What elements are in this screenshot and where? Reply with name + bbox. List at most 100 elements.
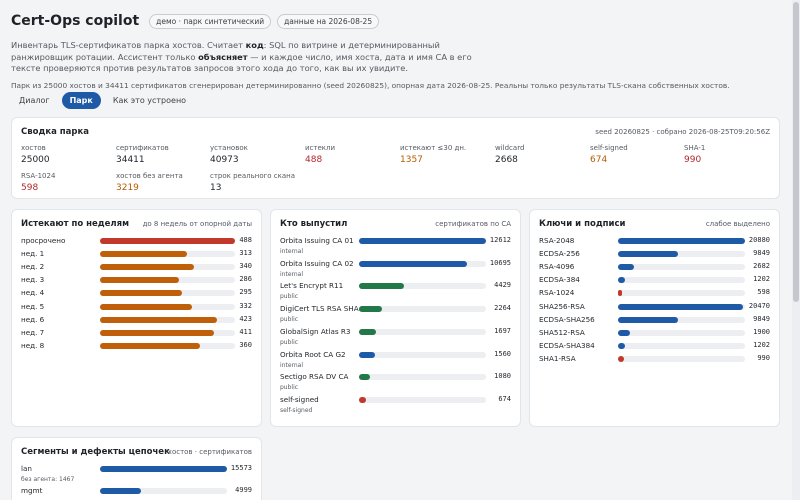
expiry-row-label: нед. 8	[21, 340, 45, 350]
keys-row-value: 2682	[753, 262, 770, 271]
issuers-row-label: Orbita Issuing CA 02	[280, 258, 354, 268]
summary-stat-label: SHA-1	[684, 144, 706, 152]
issuers-row-value: 1080	[494, 372, 511, 381]
keys-row-label: ECDSA-SHA384	[539, 340, 595, 350]
segments-card: Сегменты и дефекты цепочек хостов · серт…	[11, 437, 262, 500]
keys-bar	[618, 238, 745, 244]
keys-bar	[618, 316, 678, 323]
expiry-row: нед. 6 423	[21, 315, 252, 328]
expiry-row: нед. 4 295	[21, 288, 252, 301]
issuers-row-sublabel: public	[280, 384, 299, 392]
summary-stat: строк реального скана 13	[210, 172, 295, 193]
expiry-bar-track	[100, 238, 235, 244]
keys-row-label: SHA512-RSA	[539, 327, 585, 337]
tab-how-it-works[interactable]: Как это устроено	[112, 96, 187, 105]
issuers-row-label: self-signed	[280, 394, 319, 404]
segments-title: Сегменты и дефекты цепочек	[21, 447, 170, 457]
issuers-bar-track	[359, 306, 486, 313]
issuers-row-sublabel: internal	[280, 248, 304, 255]
segments-bar-track	[100, 466, 227, 472]
intro-explains: объясняет	[198, 51, 248, 62]
expiry-row-label: нед. 5	[21, 301, 45, 311]
keys-row: SHA1-RSA 990	[539, 354, 770, 367]
keys-bar	[618, 264, 635, 271]
keys-row-value: 1202	[753, 340, 770, 349]
expiry-bar	[100, 251, 187, 258]
issuers-row-sublabel: self-signed	[280, 406, 313, 414]
summary-stat: хостов 25000	[21, 144, 50, 165]
issuers-row: Sectigo RSA DV CA public 1080	[280, 372, 511, 391]
issuers-bar-track	[359, 396, 486, 403]
title-row: Cert-Ops copilot демо · парк синтетическ…	[11, 10, 786, 32]
tab-fleet[interactable]: Парк	[61, 92, 101, 109]
expiry-row-value: 313	[239, 249, 252, 258]
segments-row-sublabel: без агента: 1467	[21, 476, 75, 483]
page-scrollbar[interactable]	[792, 0, 800, 500]
summary-stat-label: RSA-1024	[21, 172, 56, 180]
keys-row: RSA-1024 598	[539, 288, 770, 301]
issuers-bar	[359, 396, 366, 403]
expiry-bar-track	[100, 264, 235, 271]
issuers-bar-track	[359, 328, 486, 335]
issuers-row-value: 1697	[494, 326, 511, 335]
summary-stat-label: self-signed	[590, 144, 628, 152]
segments-row-label: mgmt	[21, 486, 43, 495]
expiry-row: нед. 5 332	[21, 302, 252, 315]
issuers-row-value: 10695	[489, 258, 511, 267]
expiry-weeks-card: Истекают по неделям до 8 недель от опорн…	[11, 209, 262, 427]
issuers-row-sublabel: public	[280, 316, 299, 324]
intro-part-3: — и каждое число, имя хоста, дата и имя …	[11, 51, 472, 74]
expiry-row-label: нед. 7	[21, 327, 45, 337]
segments-row-value: 15573	[230, 464, 252, 472]
expiry-row: нед. 7 411	[21, 328, 252, 341]
issuers-row: Orbita Issuing CA 01 internal 12612	[280, 236, 511, 255]
summary-stat: истекают ≤30 дн. 1357	[400, 144, 466, 165]
summary-stat: self-signed 674	[590, 144, 628, 165]
keys-bar	[618, 277, 626, 284]
summary-stat-value: 1357	[400, 155, 423, 165]
summary-stat-label: сертификатов	[116, 144, 169, 152]
tab-dialog[interactable]: Диалог	[19, 96, 50, 105]
keys-subtitle: слабое выделено	[705, 220, 770, 228]
keys-bar-track	[618, 238, 745, 244]
expiry-bar-track	[100, 303, 235, 310]
keys-row-label: ECDSA-SHA256	[539, 314, 595, 324]
keys-bar-track	[618, 290, 745, 297]
expiry-row-value: 411	[239, 327, 252, 336]
issuers-row-label: Let's Encrypt R11	[280, 281, 344, 291]
keys-row-value: 1202	[753, 275, 770, 284]
expiry-row-value: 295	[239, 288, 252, 297]
summary-meta: seed 20260825 · собрано 2026-08-25T09:20…	[595, 128, 770, 136]
issuers-row-sublabel: internal	[280, 361, 304, 369]
summary-stat-label: строк реального скана	[210, 172, 296, 180]
summary-stat: хостов без агента 3219	[116, 172, 183, 193]
expiry-bar-track	[100, 342, 235, 349]
summary-stat: SHA-1 990	[684, 144, 705, 165]
page-header: Cert-Ops copilot демо · парк синтетическ…	[11, 10, 786, 90]
keys-row-value: 9849	[753, 249, 770, 258]
summary-title: Сводка парка	[21, 127, 89, 137]
expiry-bar	[100, 342, 200, 349]
issuers-row-sublabel: internal	[280, 270, 304, 278]
expiry-row-label: просрочено	[21, 236, 66, 245]
keys-row: ECDSA-SHA384 1202	[539, 341, 770, 354]
issuers-row-label: Orbita Issuing CA 01	[280, 236, 354, 245]
demo-badge: демо · парк синтетический	[149, 13, 272, 29]
issuers-row-value: 12612	[489, 236, 511, 244]
expiry-title: Истекают по неделям	[21, 219, 130, 229]
segments-bar	[100, 488, 141, 494]
segments-subtitle: хостов · сертификатов	[167, 448, 252, 456]
keys-row-label: SHA1-RSA	[539, 353, 576, 363]
intro-text: Инвентарь TLS-сертификатов парка хостов.…	[11, 40, 491, 75]
issuers-row-label: Sectigo RSA DV CA	[280, 372, 349, 382]
keys-row-label: RSA-4096	[539, 262, 575, 272]
keys-row-value: 20470	[748, 301, 770, 310]
expiry-row-value: 286	[239, 275, 252, 284]
issuers-row-label: GlobalSign Atlas R3	[280, 326, 351, 336]
expiry-bar-track	[100, 251, 235, 258]
scrollbar-thumb[interactable]	[793, 2, 799, 302]
issuers-row-value: 1560	[494, 349, 511, 358]
keys-row-label: SHA256-RSA	[539, 301, 585, 311]
issuers-row: Orbita Root CA G2 internal 1560	[280, 349, 511, 369]
issuers-bar	[359, 306, 382, 313]
